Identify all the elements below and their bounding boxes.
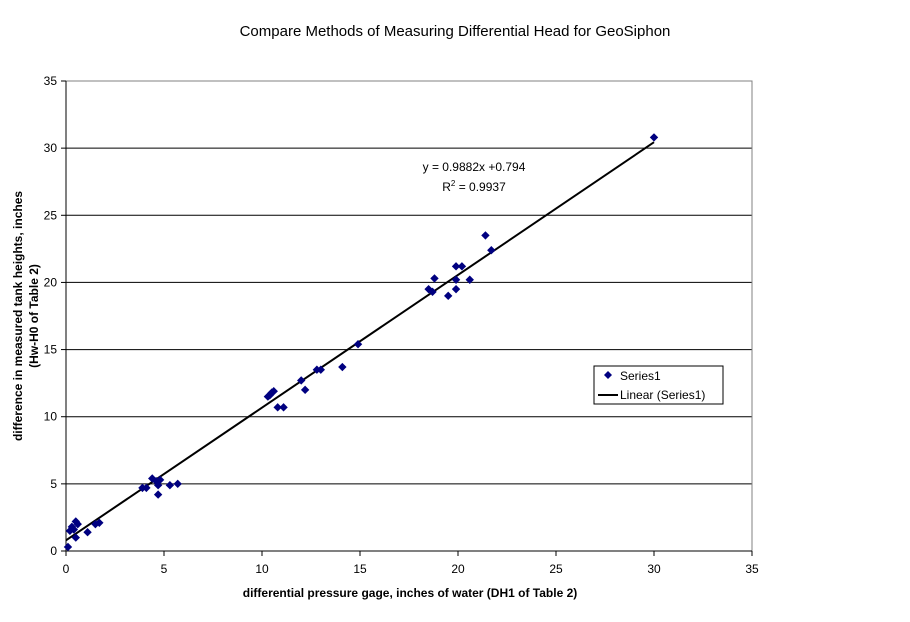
legend: Series1 Linear (Series1) [593,365,724,405]
data-point-7 [71,533,80,542]
data-point-24 [273,403,282,412]
data-point-25 [279,403,288,412]
data-point-12 [142,483,151,493]
axes [65,81,752,552]
x-tick-label-10: 10 [255,562,269,576]
data-point-9 [91,519,100,529]
data-point-35 [444,291,453,301]
gridlines [66,80,752,485]
data-point-10 [95,518,104,527]
y-axis-ticks: 0 5 10 15 20 25 30 35 [44,74,66,558]
x-tick-label-0: 0 [63,562,70,576]
plot-area [65,80,753,552]
data-point-16 [155,475,165,485]
data-point-34 [430,274,439,283]
data-point-37 [451,262,461,271]
data-point-36 [451,275,461,284]
data-point-1 [63,542,73,552]
x-tick-label-30: 30 [647,562,661,576]
data-point-17 [153,490,163,499]
data-point-38 [451,284,461,294]
y-tick-label-20: 20 [44,275,58,289]
y-tick-label-0: 0 [50,544,57,558]
data-point-41 [481,231,490,240]
data-point-19 [173,479,182,489]
r-squared-superscript: 2 [451,179,456,188]
y-tick-label-15: 15 [44,343,58,357]
data-point-33 [428,287,437,297]
data-point-8 [83,528,92,537]
legend-marker-series1 [604,371,612,379]
r-squared-value: = 0.9937 [455,180,506,194]
trendline-equation: y = 0.9882x +0.794 [423,160,526,174]
data-point-29 [316,365,325,374]
y-tick-label-30: 30 [44,141,58,155]
data-point-18 [165,481,175,490]
trendline-annotation: y = 0.9882x +0.794 R2 = 0.9937 [423,160,526,194]
chart-title: Compare Methods of Measuring Differentia… [240,23,671,40]
data-point-23 [269,387,278,396]
data-point-4 [69,525,79,534]
data-point-39 [457,262,467,271]
x-tick-label-20: 20 [451,562,465,576]
data-point-42 [487,246,496,255]
data-point-6 [73,519,82,529]
y-tick-label-35: 35 [44,74,58,88]
data-point-40 [465,275,474,284]
legend-box [593,365,724,405]
legend-label-series1: Series1 [620,369,661,383]
y-axis-label-line2: (Hw-H0 of Table 2) [27,264,41,368]
x-tick-label-35: 35 [745,562,759,576]
r-squared-label: R2 = 0.9937 [442,179,506,194]
x-axis-ticks: 0 5 10 15 20 25 30 35 [63,551,759,576]
y-tick-label-25: 25 [44,208,58,222]
data-point-30 [338,362,347,372]
data-point-31 [353,340,363,349]
x-tick-label-15: 15 [353,562,367,576]
y-tick-label-10: 10 [44,410,58,424]
data-point-2 [65,526,75,536]
r-squared-prefix: R [442,180,451,194]
data-point-3 [67,522,77,532]
x-tick-label-25: 25 [549,562,563,576]
y-tick-label-5: 5 [50,477,57,491]
y-axis-label-line1: difference in measured tank heights, inc… [11,191,25,441]
data-point-43 [649,133,659,142]
x-axis-label: differential pressure gage, inches of wa… [243,586,578,600]
legend-label-trendline: Linear (Series1) [620,388,705,402]
data-point-26 [297,376,306,385]
series1-points [63,133,659,552]
trendline-linear [65,141,655,542]
x-tick-label-5: 5 [161,562,168,576]
data-point-27 [300,385,310,395]
